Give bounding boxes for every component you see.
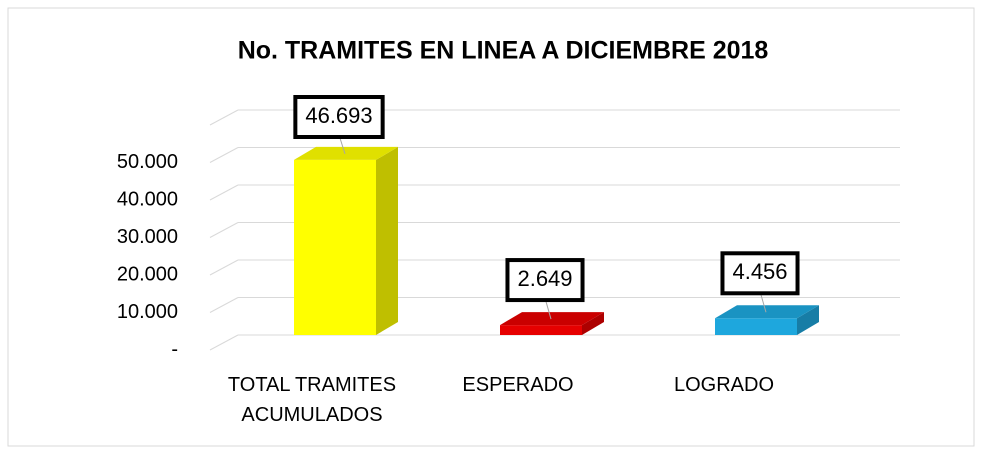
grid-line [209,109,239,126]
bar-front [715,318,797,335]
value-label-box [293,95,385,139]
grid-line [209,147,239,163]
value-label-box [505,258,585,303]
bar-top [294,146,398,160]
grid-line [209,297,239,313]
y-tick-label: 30.000 [117,226,178,248]
bar-front [500,325,582,335]
x-tick-label: TOTAL TRAMITES ACUMULADOS [227,374,397,426]
y-tick-label: - [171,338,178,360]
value-label: 2.649 [517,266,572,291]
value-label-box [720,251,800,296]
value-label: 46.693 [305,103,372,128]
bar [500,312,604,335]
x-tick-label: ESPERADO [462,374,574,396]
bar-side [797,305,819,335]
chart-title: No. TRAMITES EN LINEA A DICIEMBRE 2018 [238,37,769,65]
bar-front [294,159,376,335]
x-tick-label: LOGRADO [673,374,775,396]
grid-line [209,222,239,238]
bar-top [715,305,819,319]
bar-top [500,312,604,326]
bar [294,146,398,335]
chart-frame [7,7,975,447]
bar-side [376,146,398,335]
y-tick-label: 10.000 [117,301,178,323]
value-label: 4.456 [732,259,787,284]
y-tick-label: 40.000 [117,188,178,210]
grid-line [209,184,239,201]
y-tick-label: 50.000 [117,151,178,173]
grid-line [209,259,239,276]
y-tick-label: 20.000 [117,263,178,285]
bar-side [582,312,604,335]
bar [715,305,819,335]
grid-line [209,334,239,351]
